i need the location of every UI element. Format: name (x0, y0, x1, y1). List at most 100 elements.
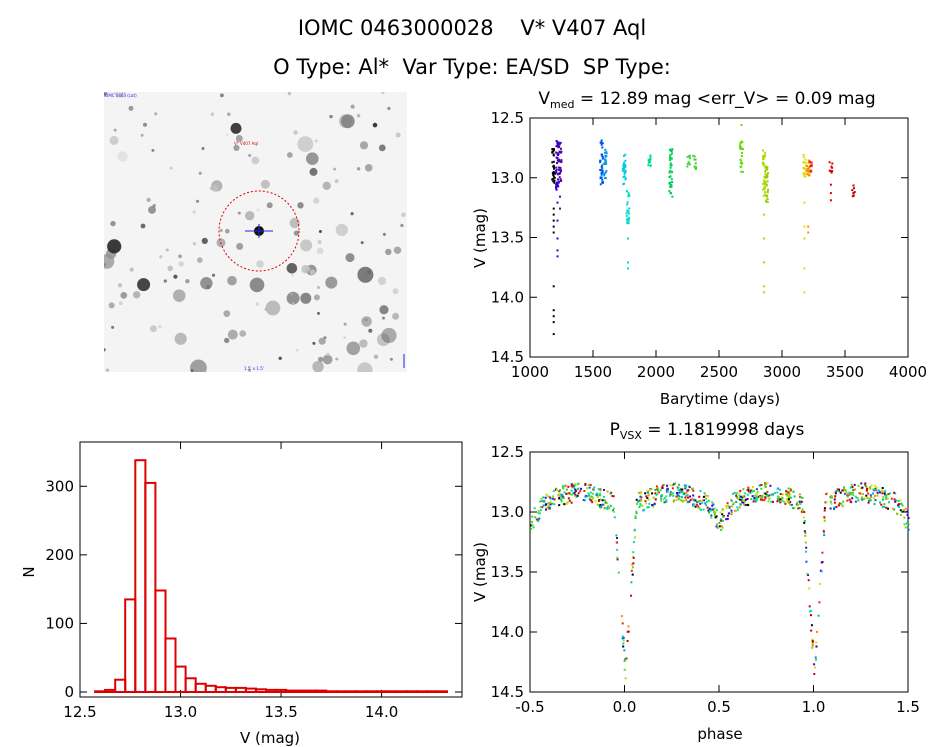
ph-point (536, 518, 539, 521)
ph-point (676, 491, 678, 494)
ph-point (804, 541, 807, 544)
lc-point (552, 173, 555, 176)
ph-point (788, 492, 791, 495)
lc-point (625, 212, 628, 215)
ph-point (833, 506, 836, 509)
ph-point (789, 488, 792, 490)
ph-point (731, 505, 734, 508)
hist-bar (415, 690, 428, 693)
ph-point (559, 489, 561, 492)
lc-point (694, 167, 697, 170)
lc-point (558, 172, 561, 175)
lc-point (600, 173, 603, 176)
lc-point (806, 164, 808, 167)
hist-bar (224, 686, 237, 694)
ph-point (590, 498, 593, 501)
ph-xtick-label: 0.5 (707, 698, 731, 716)
ph-point (640, 499, 643, 502)
ph-point (741, 496, 744, 499)
ph-point (605, 502, 608, 504)
ph-point (785, 493, 788, 496)
ph-point (884, 498, 887, 501)
lc-point (559, 207, 561, 210)
field-star (306, 152, 319, 165)
lc-point (762, 157, 765, 160)
field-star (223, 310, 231, 317)
ph-point (602, 495, 605, 498)
field-star (159, 255, 163, 259)
lc-point (740, 165, 743, 168)
ph-point (561, 497, 564, 500)
ph-point (907, 523, 910, 526)
lc-point (556, 178, 559, 181)
ph-point (541, 500, 544, 503)
lc-point (601, 178, 604, 181)
ph-point (683, 499, 686, 502)
ph-point (694, 499, 697, 502)
field-star (325, 276, 338, 289)
field-star (317, 311, 320, 315)
ph-point (675, 499, 678, 502)
lc-point (762, 161, 765, 164)
ph-point (852, 494, 855, 496)
ph-point (626, 630, 629, 633)
ph-point (829, 507, 832, 510)
field-star (211, 273, 216, 277)
lc-point (763, 164, 766, 167)
ph-point (713, 511, 716, 513)
ph-point (558, 497, 561, 500)
lc-point (740, 140, 743, 143)
ph-point (730, 498, 733, 501)
ph-point (742, 499, 745, 502)
ph-point (866, 487, 869, 490)
lc-point (808, 160, 811, 163)
ph-point (730, 500, 733, 502)
ph-point (567, 492, 570, 495)
ph-point (863, 497, 866, 500)
ph-point (673, 482, 676, 485)
ph-point (837, 504, 840, 507)
field-star (256, 260, 264, 268)
ph-point (730, 512, 733, 515)
lc-point (556, 152, 559, 155)
ph-point (735, 496, 738, 499)
ph-point (547, 505, 550, 508)
ph-point (780, 498, 783, 501)
ph-point (678, 495, 681, 498)
lc-point (557, 180, 560, 183)
ph-point (605, 501, 607, 504)
lc-point (558, 146, 561, 148)
ph-point (654, 498, 657, 501)
ph-point (747, 490, 750, 493)
lc-point (552, 164, 555, 167)
lc-point (624, 159, 627, 162)
ph-point (785, 490, 788, 493)
field-star (251, 156, 260, 165)
ph-point (746, 493, 749, 496)
ph-point (788, 493, 791, 496)
ph-point (691, 487, 694, 490)
ph-point (865, 485, 868, 488)
lc-point (552, 175, 555, 178)
lc-point (627, 209, 630, 212)
ph-point (898, 506, 900, 508)
lc-point (559, 178, 562, 181)
lc-point (763, 188, 766, 191)
ph-point (726, 504, 729, 507)
lc-point (804, 170, 807, 173)
lc-point (804, 164, 807, 167)
lc-point (803, 267, 806, 270)
ph-point (834, 496, 837, 499)
ph-point (759, 495, 762, 497)
ph-point (552, 490, 555, 493)
ph-point (799, 502, 802, 505)
ph-point (596, 503, 599, 506)
ph-point (667, 488, 669, 491)
lc-point (766, 180, 769, 183)
ph-point (776, 487, 779, 490)
ph-point (562, 496, 565, 499)
ph-point (735, 492, 738, 495)
ph-point (847, 494, 850, 496)
ph-point (746, 498, 749, 500)
ph-point (597, 499, 600, 502)
